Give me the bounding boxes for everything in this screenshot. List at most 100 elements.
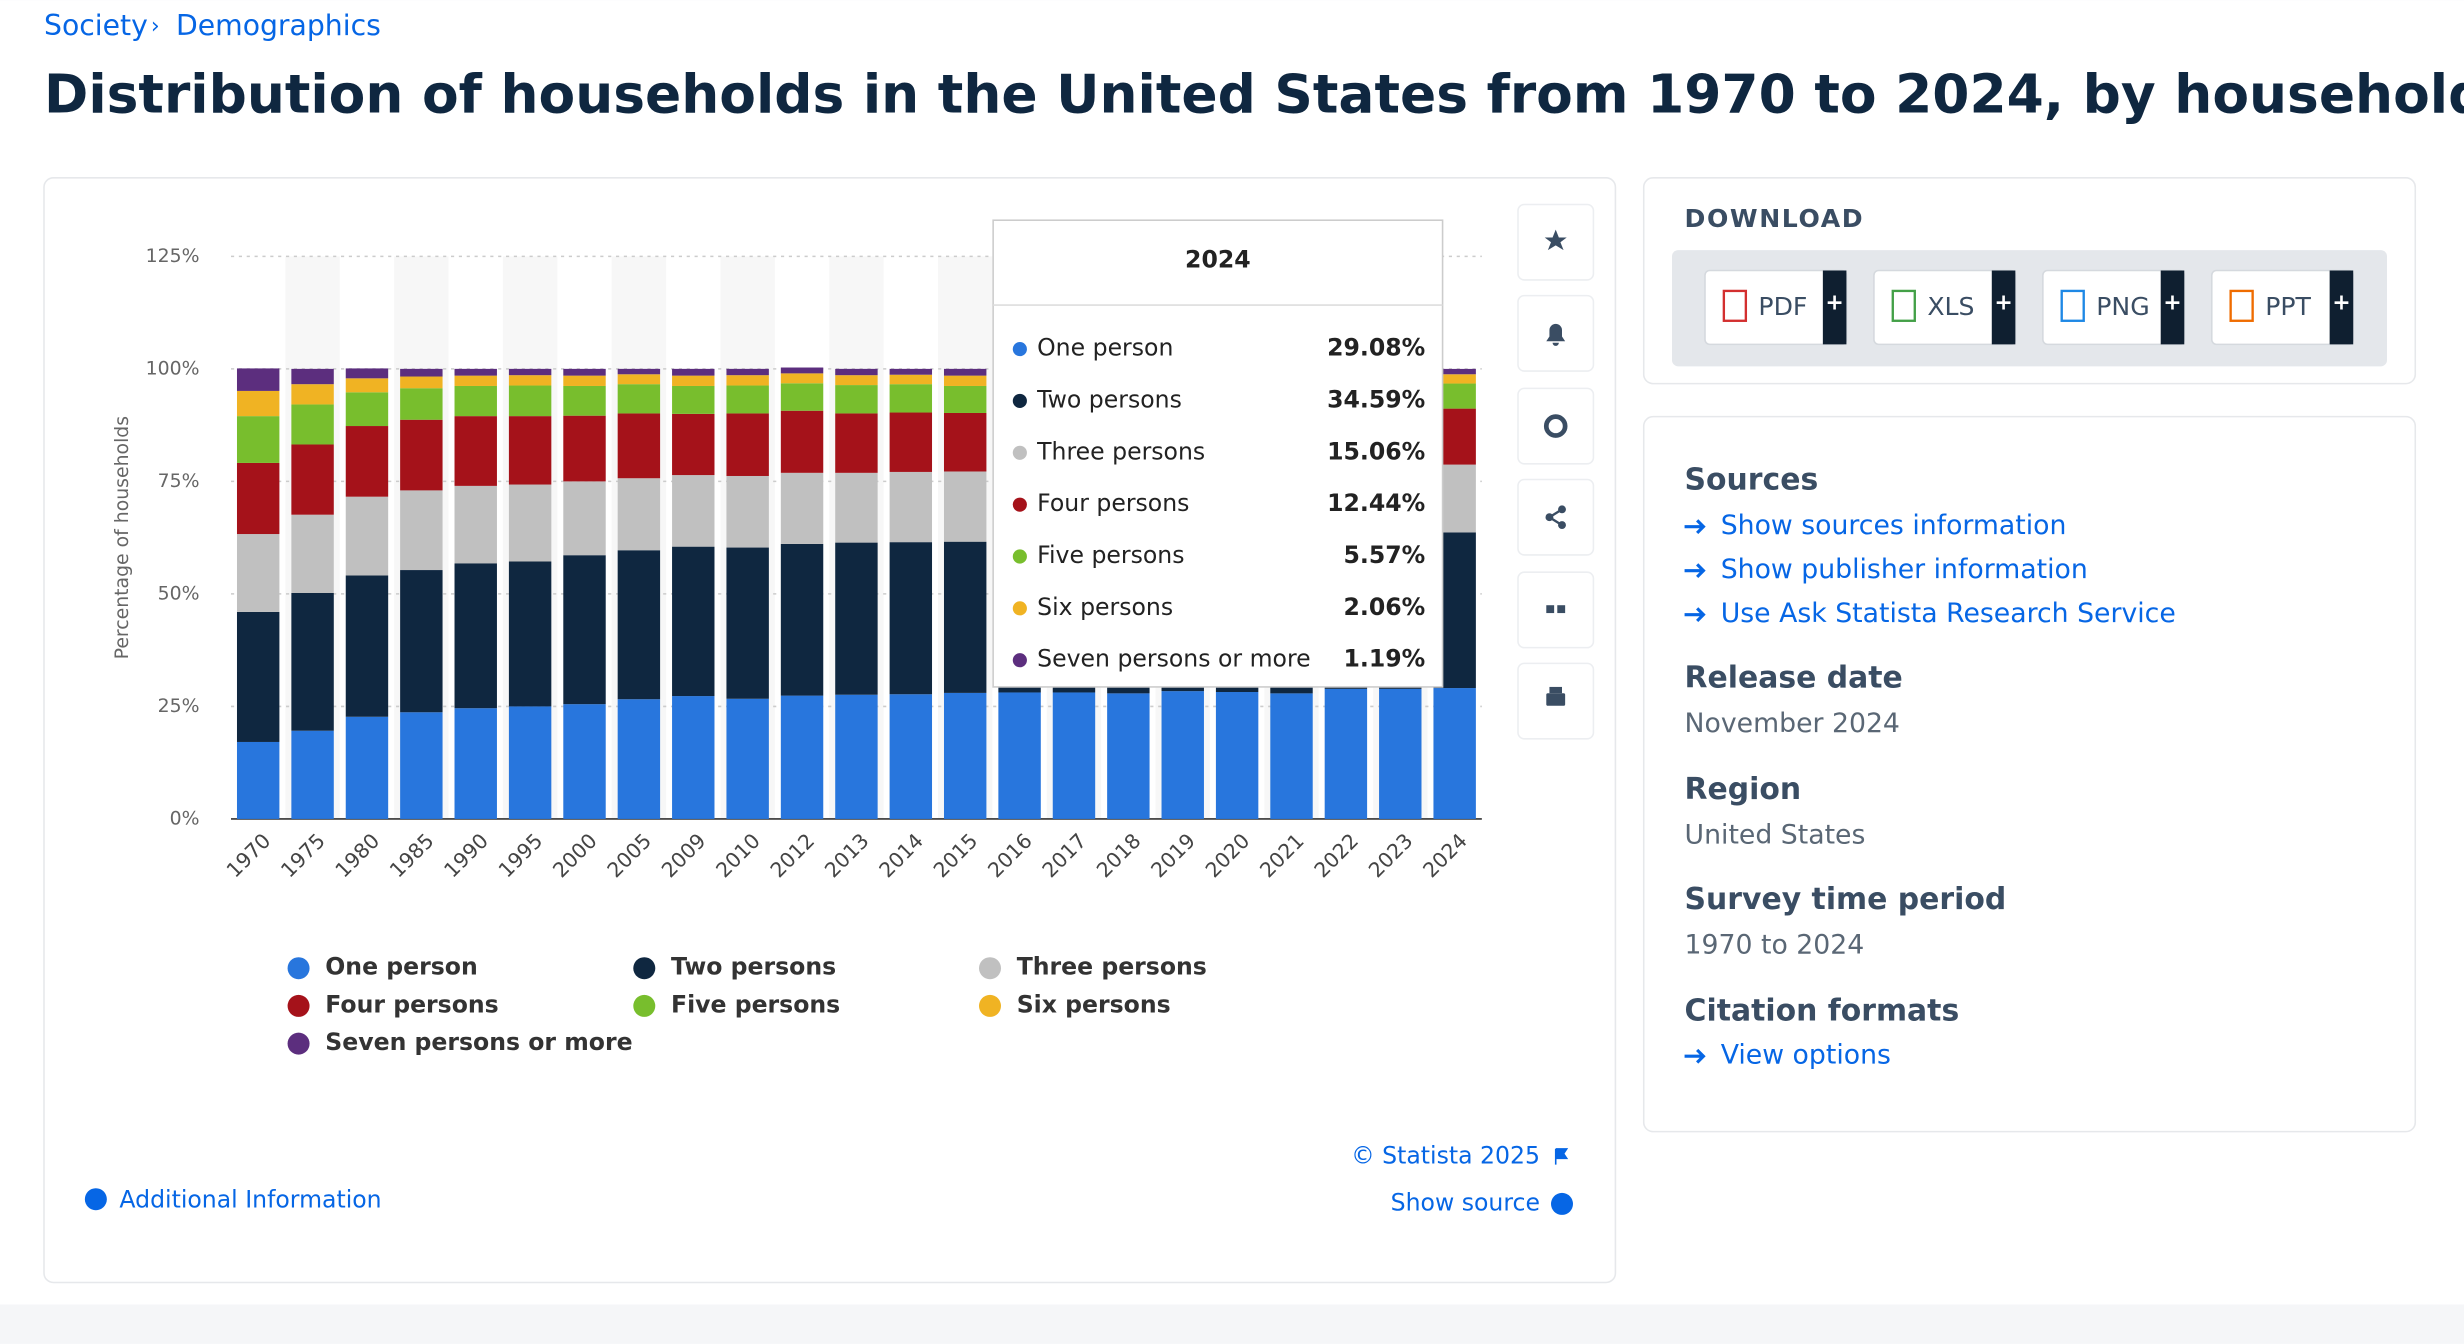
bar-segment bbox=[672, 475, 715, 547]
bottom-band bbox=[0, 1304, 2464, 1344]
file-icon bbox=[1891, 289, 1916, 322]
share-icon bbox=[1547, 508, 1563, 527]
info: Sources Show sources information Show publ… bbox=[1685, 463, 2176, 1071]
download-bar bbox=[1672, 250, 2387, 367]
legend-label[interactable]: Four persons bbox=[325, 990, 498, 1018]
bar-segment bbox=[617, 368, 661, 375]
bar-segment bbox=[1324, 688, 1368, 819]
legend-marker bbox=[633, 957, 656, 980]
bar-segment bbox=[508, 561, 552, 707]
bell-icon bbox=[1546, 323, 1566, 346]
bar-segment bbox=[563, 385, 606, 416]
toolbar-icons bbox=[1543, 229, 1568, 706]
bar-segment bbox=[345, 426, 389, 497]
page-title: Distribution of households in the United… bbox=[44, 62, 2464, 125]
plus-label: + bbox=[1994, 291, 2012, 316]
bar-segment bbox=[835, 542, 878, 695]
tooltip-name: Five persons bbox=[1037, 541, 1184, 569]
settings-button[interactable] bbox=[1517, 387, 1595, 465]
bar-segment bbox=[835, 375, 878, 386]
copyright[interactable]: © Statista 2025 bbox=[1351, 1141, 1540, 1169]
legend-label[interactable]: Three persons bbox=[1017, 953, 1207, 981]
bar-segment bbox=[617, 699, 661, 819]
bar-segment bbox=[236, 368, 280, 391]
bar-segment bbox=[345, 716, 389, 819]
bar-segment bbox=[889, 471, 933, 543]
tooltip-name: Seven persons or more bbox=[1037, 645, 1310, 673]
arrow-icon bbox=[1684, 563, 1706, 579]
bar-segment bbox=[236, 390, 280, 417]
legend-label[interactable]: One person bbox=[325, 953, 477, 981]
bar-segment bbox=[726, 385, 769, 414]
tooltip-marker bbox=[1012, 342, 1027, 357]
star-icon bbox=[1544, 229, 1567, 251]
bar-segment bbox=[726, 475, 769, 548]
bar-segment bbox=[672, 375, 715, 386]
bar-segment bbox=[345, 368, 389, 379]
tooltip-box bbox=[992, 219, 1444, 688]
bar-segment bbox=[943, 385, 987, 413]
share-button[interactable] bbox=[1517, 478, 1595, 556]
bar-segment bbox=[291, 384, 334, 405]
y-tick-label: 125% bbox=[146, 246, 200, 267]
bar-segment bbox=[1270, 693, 1313, 819]
breadcrumb-link[interactable]: Society bbox=[44, 9, 148, 42]
plus-tab bbox=[1822, 270, 1847, 345]
bar-segment bbox=[617, 384, 661, 414]
legend-label[interactable]: Two persons bbox=[671, 953, 836, 981]
bar-segment bbox=[400, 712, 443, 819]
tooltip-title: 2024 bbox=[1185, 246, 1251, 274]
bar-segment bbox=[672, 385, 715, 414]
legend-label[interactable]: Seven persons or more bbox=[325, 1028, 632, 1056]
bar-segment bbox=[672, 546, 715, 697]
bar-segment bbox=[236, 462, 280, 535]
flag-icon bbox=[1554, 1148, 1569, 1165]
info-link[interactable]: View options bbox=[1721, 1040, 1891, 1071]
cite-button[interactable] bbox=[1517, 571, 1595, 649]
y-tick-label: 50% bbox=[158, 583, 200, 604]
legend-label[interactable]: Six persons bbox=[1017, 990, 1171, 1018]
bar-segment bbox=[1379, 688, 1422, 819]
gear-icon bbox=[1543, 414, 1568, 438]
info-link[interactable]: Show publisher information bbox=[1721, 554, 2088, 585]
bar-segment bbox=[889, 384, 933, 413]
bar-segment bbox=[508, 368, 552, 376]
bar-segment bbox=[943, 412, 987, 472]
plus-tab bbox=[2329, 270, 2354, 345]
tooltip-marker bbox=[1012, 549, 1027, 564]
tooltip-value: 12.44% bbox=[1327, 489, 1425, 517]
tooltip-value: 5.57% bbox=[1344, 541, 1426, 569]
quote-icon bbox=[1546, 605, 1555, 614]
bar-segment bbox=[400, 419, 443, 491]
info-link[interactable]: Show sources information bbox=[1721, 510, 2067, 541]
legend-label[interactable]: Five persons bbox=[671, 990, 840, 1018]
tooltip-name: Three persons bbox=[1036, 437, 1205, 465]
tooltip-value: 29.08% bbox=[1327, 334, 1425, 362]
bar-segment bbox=[726, 375, 769, 386]
breadcrumb-link[interactable]: Demographics bbox=[176, 9, 381, 42]
additional-info[interactable]: Additional Information bbox=[119, 1185, 381, 1213]
y-tick-label: 75% bbox=[158, 471, 200, 492]
info-link[interactable]: Use Ask Statista Research Service bbox=[1721, 598, 2176, 629]
tooltip-name: Two persons bbox=[1036, 385, 1182, 413]
download-label: PPT bbox=[2265, 292, 2311, 321]
arrow-icon bbox=[1684, 1048, 1706, 1064]
bar-segment bbox=[400, 570, 443, 713]
bar-segment bbox=[835, 385, 878, 414]
bar-segment bbox=[672, 413, 715, 476]
download-buttons: PDF + XLS + PNG + PPT + bbox=[1704, 269, 2354, 346]
bar-segment bbox=[889, 368, 933, 375]
bar-segment bbox=[454, 485, 497, 564]
bar-segment bbox=[345, 496, 389, 576]
bar-segment bbox=[236, 534, 280, 612]
show-source[interactable]: Show source bbox=[1391, 1188, 1540, 1216]
bar-segment bbox=[508, 484, 552, 562]
download-label: PNG bbox=[2096, 292, 2149, 321]
info-icon bbox=[84, 1188, 107, 1211]
tooltip-value: 15.06% bbox=[1327, 437, 1425, 465]
bar-segment bbox=[345, 392, 389, 427]
info-value: November 2024 bbox=[1685, 708, 1900, 739]
bar-segment bbox=[400, 368, 443, 377]
plus-tab bbox=[1991, 270, 2016, 345]
info-value: United States bbox=[1685, 820, 1866, 851]
